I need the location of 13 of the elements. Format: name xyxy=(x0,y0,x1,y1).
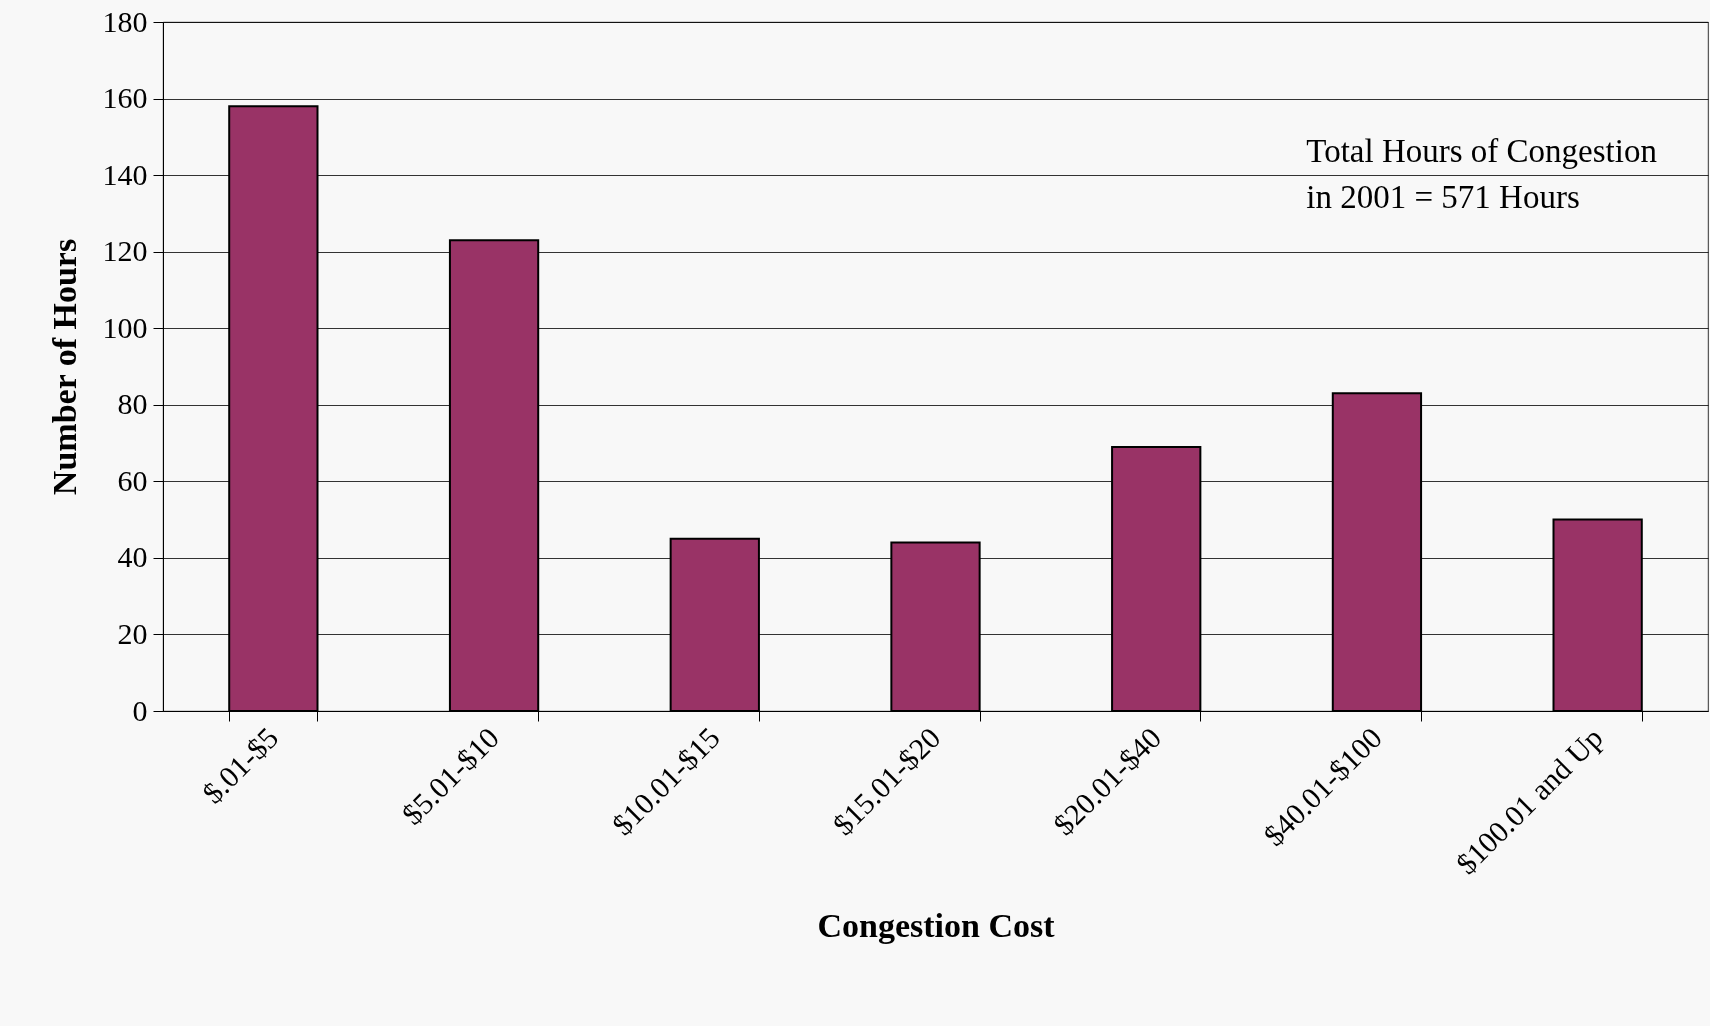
y-tick-label: 80 xyxy=(117,387,148,421)
y-tick-label: 100 xyxy=(102,310,148,344)
y-tick-label: 180 xyxy=(102,4,148,38)
y-tick-label: 60 xyxy=(117,463,148,497)
y-tick-label: 20 xyxy=(117,616,148,650)
annotation: Total Hours of Congestion in 2001 = 571 Hours xyxy=(1306,133,1657,215)
y-tick-label: 140 xyxy=(102,157,148,191)
y-axis-title: Number of Hours xyxy=(45,238,83,496)
x-axis-title: Congestion Cost xyxy=(817,907,1056,945)
y-tick-label: 0 xyxy=(132,693,148,727)
y-tick-label: 40 xyxy=(117,540,148,574)
y-tick-label: 160 xyxy=(102,81,148,115)
y-tick-label: 120 xyxy=(102,234,148,268)
